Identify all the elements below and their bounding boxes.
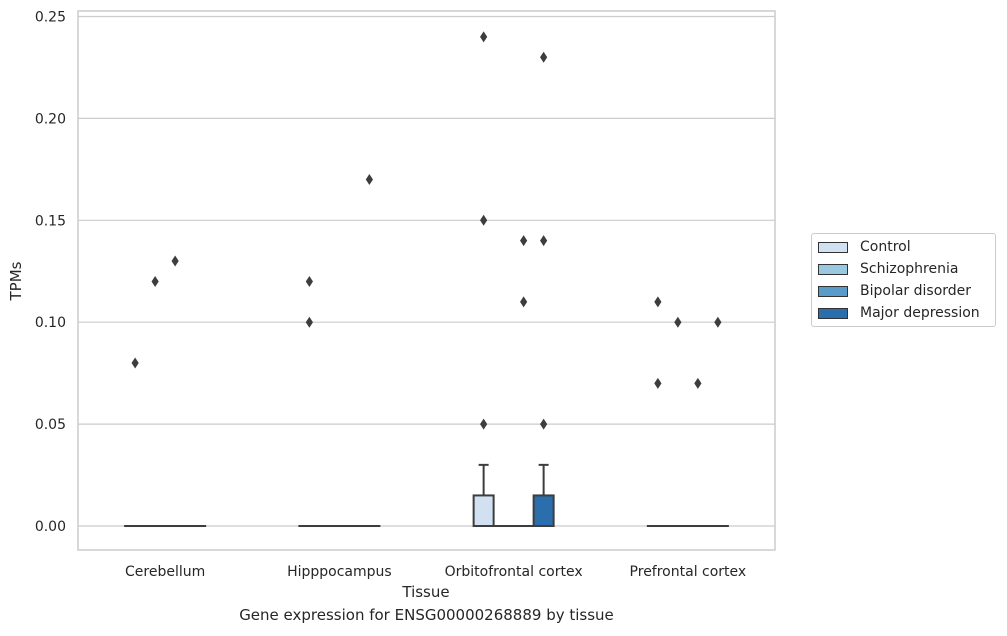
x-tick-label: Orbitofrontal cortex — [445, 564, 583, 580]
legend-item-bipolar-disorder: Bipolar disorder — [818, 282, 971, 300]
y-tick-label: 0.05 — [35, 417, 66, 433]
x-tick-labels: Cerebellum Hipppocampus Orbitofrontal cort… — [125, 564, 746, 580]
outlier-point — [305, 316, 313, 328]
box-group — [646, 296, 669, 528]
box-group — [298, 275, 321, 528]
box-group — [686, 377, 709, 528]
legend-label: Major depression — [860, 305, 980, 321]
box-group — [472, 31, 495, 527]
outlier-point — [480, 214, 488, 226]
box — [472, 494, 495, 527]
x-tick-label: Prefrontal cortex — [630, 564, 747, 580]
legend-label: Schizophrenia — [860, 261, 959, 277]
legend-item-major-depression: Major depression — [818, 304, 980, 322]
x-tick-label: Hipppocampus — [287, 564, 392, 580]
outlier-point — [520, 235, 528, 247]
legend-item-control: Control — [818, 238, 911, 256]
outlier-point — [131, 357, 139, 369]
y-tick-label: 0.15 — [35, 213, 66, 229]
outlier-point — [151, 275, 159, 287]
box-group — [144, 275, 167, 528]
outlier-point — [480, 31, 488, 43]
y-tick-label: 0.10 — [35, 315, 66, 331]
outlier-point — [520, 296, 528, 308]
outlier-point — [694, 377, 702, 389]
box-marks — [124, 31, 729, 528]
box-group — [124, 357, 147, 528]
legend-item-schizophrenia: Schizophrenia — [818, 260, 958, 278]
outlier-point — [714, 316, 722, 328]
box — [532, 494, 555, 527]
y-tick-label: 0.25 — [35, 10, 66, 26]
x-axis-label: Tissue — [401, 583, 449, 601]
outlier-point — [305, 275, 313, 287]
y-tick-labels: 0.00 0.05 0.10 0.15 0.20 0.25 — [35, 10, 66, 536]
y-axis-label: TPMs — [7, 261, 25, 301]
y-tick-label: 0.00 — [35, 519, 66, 535]
legend-swatch — [818, 263, 848, 275]
outlier-point — [171, 255, 179, 267]
legend-label: Control — [860, 239, 911, 255]
box-group — [532, 51, 555, 527]
outlier-point — [540, 418, 548, 430]
y-tick-label: 0.20 — [35, 111, 66, 127]
plot-area — [77, 10, 776, 551]
legend-swatch — [818, 241, 848, 253]
outlier-point — [654, 377, 662, 389]
outlier-point — [540, 51, 548, 63]
box-group — [512, 235, 535, 528]
outlier-point — [540, 235, 548, 247]
chart-caption: Gene expression for ENSG00000268889 by t… — [239, 606, 614, 624]
box-group — [706, 316, 729, 528]
legend-swatch — [818, 307, 848, 319]
box-group — [358, 174, 381, 528]
box-group — [164, 255, 187, 528]
outlier-point — [365, 174, 373, 186]
box-group — [666, 316, 689, 528]
legend-swatch — [818, 285, 848, 297]
legend: Control Schizophrenia Bipolar disorder M… — [811, 233, 996, 327]
grid-lines — [78, 15, 775, 527]
outlier-point — [480, 418, 488, 430]
outlier-point — [674, 316, 682, 328]
legend-label: Bipolar disorder — [860, 283, 972, 299]
outlier-point — [654, 296, 662, 308]
x-tick-label: Cerebellum — [125, 564, 205, 580]
